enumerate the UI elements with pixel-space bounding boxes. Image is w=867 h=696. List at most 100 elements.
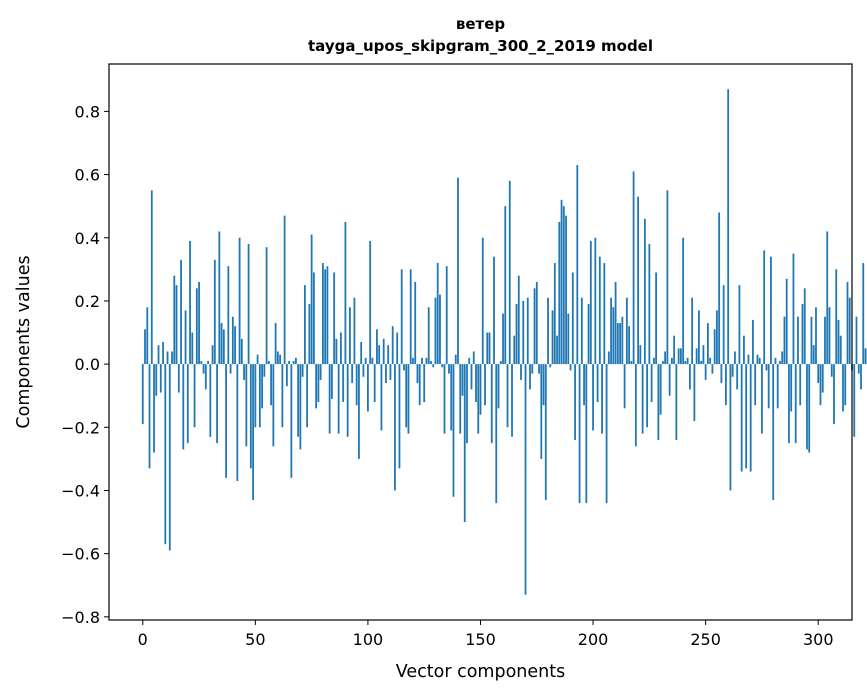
bar — [472, 351, 475, 365]
bar — [344, 221, 347, 365]
bar — [614, 281, 617, 365]
bar — [497, 364, 500, 409]
bar — [594, 237, 597, 365]
bar — [448, 364, 450, 374]
bar — [580, 297, 583, 365]
bar — [403, 364, 405, 371]
bar — [837, 319, 840, 365]
bar — [371, 357, 374, 365]
bar — [718, 212, 721, 365]
bar — [175, 285, 178, 365]
bar — [677, 348, 680, 365]
bar — [844, 364, 847, 406]
bar — [725, 364, 727, 406]
y-tick-label: −0.2 — [61, 418, 100, 437]
bar — [826, 231, 829, 365]
bar — [141, 364, 144, 425]
bar — [684, 360, 687, 365]
bar — [797, 316, 799, 365]
bar — [819, 364, 822, 406]
bar — [267, 360, 270, 365]
bar — [308, 304, 311, 365]
bar — [506, 364, 509, 428]
bar — [367, 364, 369, 412]
bar — [601, 364, 603, 434]
chart-subtitle: tayga_upos_skipgram_300_2_2019 model — [308, 37, 653, 55]
bar — [155, 364, 158, 396]
bar — [720, 364, 723, 384]
bar — [695, 348, 698, 365]
bar — [317, 364, 320, 403]
bar — [434, 297, 437, 365]
bar — [673, 335, 676, 365]
bar — [682, 237, 685, 365]
bar — [254, 364, 257, 428]
bar — [441, 364, 444, 368]
bar — [177, 364, 180, 393]
bar — [790, 364, 793, 412]
bar — [463, 364, 466, 523]
bar — [657, 364, 660, 440]
bar — [495, 364, 498, 504]
bar — [619, 323, 621, 365]
bar — [315, 364, 318, 409]
bar — [504, 206, 507, 365]
bar — [331, 364, 333, 399]
bar — [209, 364, 212, 437]
bar — [761, 364, 763, 434]
bar — [234, 326, 236, 365]
bar — [412, 357, 414, 365]
bar — [569, 364, 572, 371]
bar — [283, 215, 286, 365]
bar — [436, 263, 439, 365]
bar — [457, 177, 459, 365]
x-tick-label: 50 — [245, 630, 265, 649]
bar — [396, 332, 399, 365]
bar — [186, 364, 189, 444]
bar — [252, 364, 254, 500]
bar — [587, 304, 590, 365]
bar — [547, 297, 549, 365]
bar — [839, 335, 842, 365]
bar — [144, 329, 146, 365]
bar — [276, 351, 279, 365]
bar — [698, 310, 700, 365]
bar — [770, 256, 772, 365]
bar — [301, 364, 304, 377]
bar — [848, 297, 851, 365]
bar — [479, 364, 482, 415]
y-tick-label: 0.4 — [75, 229, 100, 248]
bar — [470, 364, 473, 390]
bar — [382, 338, 385, 365]
bar — [220, 323, 223, 365]
bar — [263, 364, 266, 377]
bar — [272, 364, 275, 447]
bar — [806, 364, 808, 450]
bar — [801, 304, 804, 365]
bar — [612, 307, 615, 365]
bar — [641, 364, 644, 434]
x-tick-label: 250 — [690, 630, 721, 649]
bar — [290, 364, 293, 478]
bar — [610, 297, 612, 365]
bar — [225, 364, 227, 478]
y-tick-label: 0.8 — [75, 102, 100, 121]
bar — [679, 348, 682, 365]
bar — [306, 364, 309, 428]
y-axis: −0.8 −0.6 −0.4 −0.2 0.0 0.2 0.4 0.6 0.8 — [61, 102, 109, 627]
bar — [423, 364, 426, 403]
y-tick-label: −0.8 — [61, 608, 100, 627]
bar — [245, 364, 248, 447]
bar — [349, 307, 351, 365]
bar — [538, 364, 540, 374]
bar — [578, 364, 581, 504]
bar — [171, 351, 173, 365]
bar — [711, 364, 714, 374]
bar — [551, 310, 554, 365]
bar — [828, 307, 831, 365]
bar — [157, 345, 160, 365]
bar — [846, 281, 849, 365]
bar — [571, 272, 574, 365]
bar — [621, 316, 624, 365]
bar — [513, 335, 516, 365]
